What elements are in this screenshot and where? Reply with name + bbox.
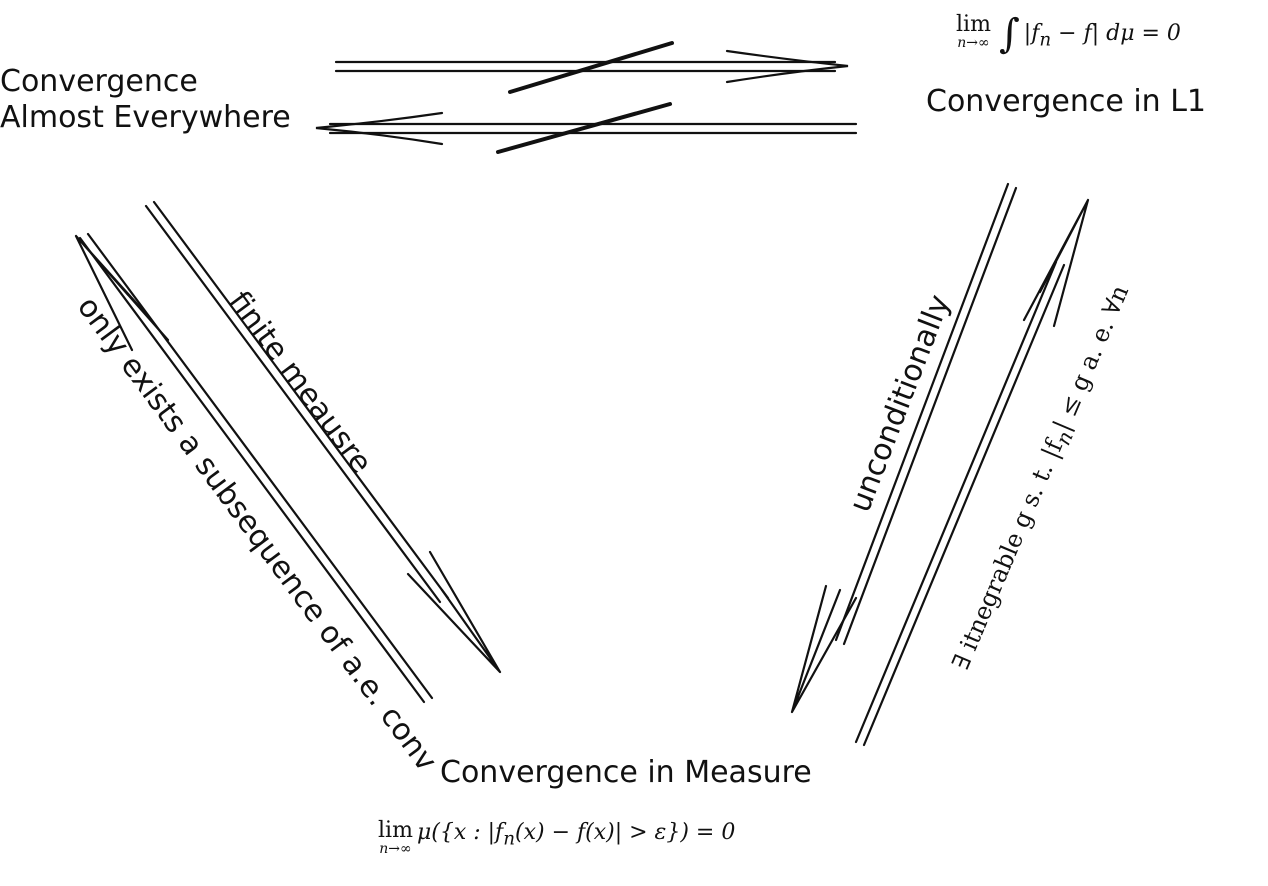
formula-measure-body: μ({x : |f [416,820,504,845]
node-measure: Convergence in Measure [440,755,812,790]
arrow-l1-to-measure [790,182,1018,714]
arrow-l1-to-ae [315,102,858,154]
arrow-ae-to-l1 [334,41,849,94]
arrow-measure-to-l1 [854,198,1090,747]
node-l1: Convergence in L1 [926,84,1207,119]
formula-measure-rest: (x) − f(x)| > ε}) = 0 [515,820,736,845]
formula-l1-rest: − f| dμ = 0 [1051,21,1181,46]
formula-l1-body: |f [1023,21,1040,46]
formula-l1-lim: lim n→∞ [956,12,991,51]
node-ae: Convergence Almost Everywhere [0,64,291,136]
formula-measure-n: n [503,828,515,850]
arrow-ae-to-measure [144,200,502,674]
formula-l1: lim n→∞ ∫ |fn − f| dμ = 0 [956,11,1181,57]
formula-l1-lim-text: lim [956,12,991,37]
node-ae-line2: Almost Everywhere [0,100,291,135]
formula-measure-lim-sub: n→∞ [379,841,412,857]
formula-l1-n: n [1039,29,1052,51]
formula-measure-lim: lim n→∞ [378,818,413,857]
formula-measure: lim n→∞ μ({x : |fn(x) − f(x)| > ε}) = 0 [378,818,736,857]
arrow-measure-to-ae [74,232,434,704]
node-ae-line1: Convergence [0,64,198,99]
formula-measure-lim-text: lim [378,818,413,843]
formula-l1-lim-sub: n→∞ [957,35,990,51]
integral-symbol: ∫ [998,11,1020,57]
